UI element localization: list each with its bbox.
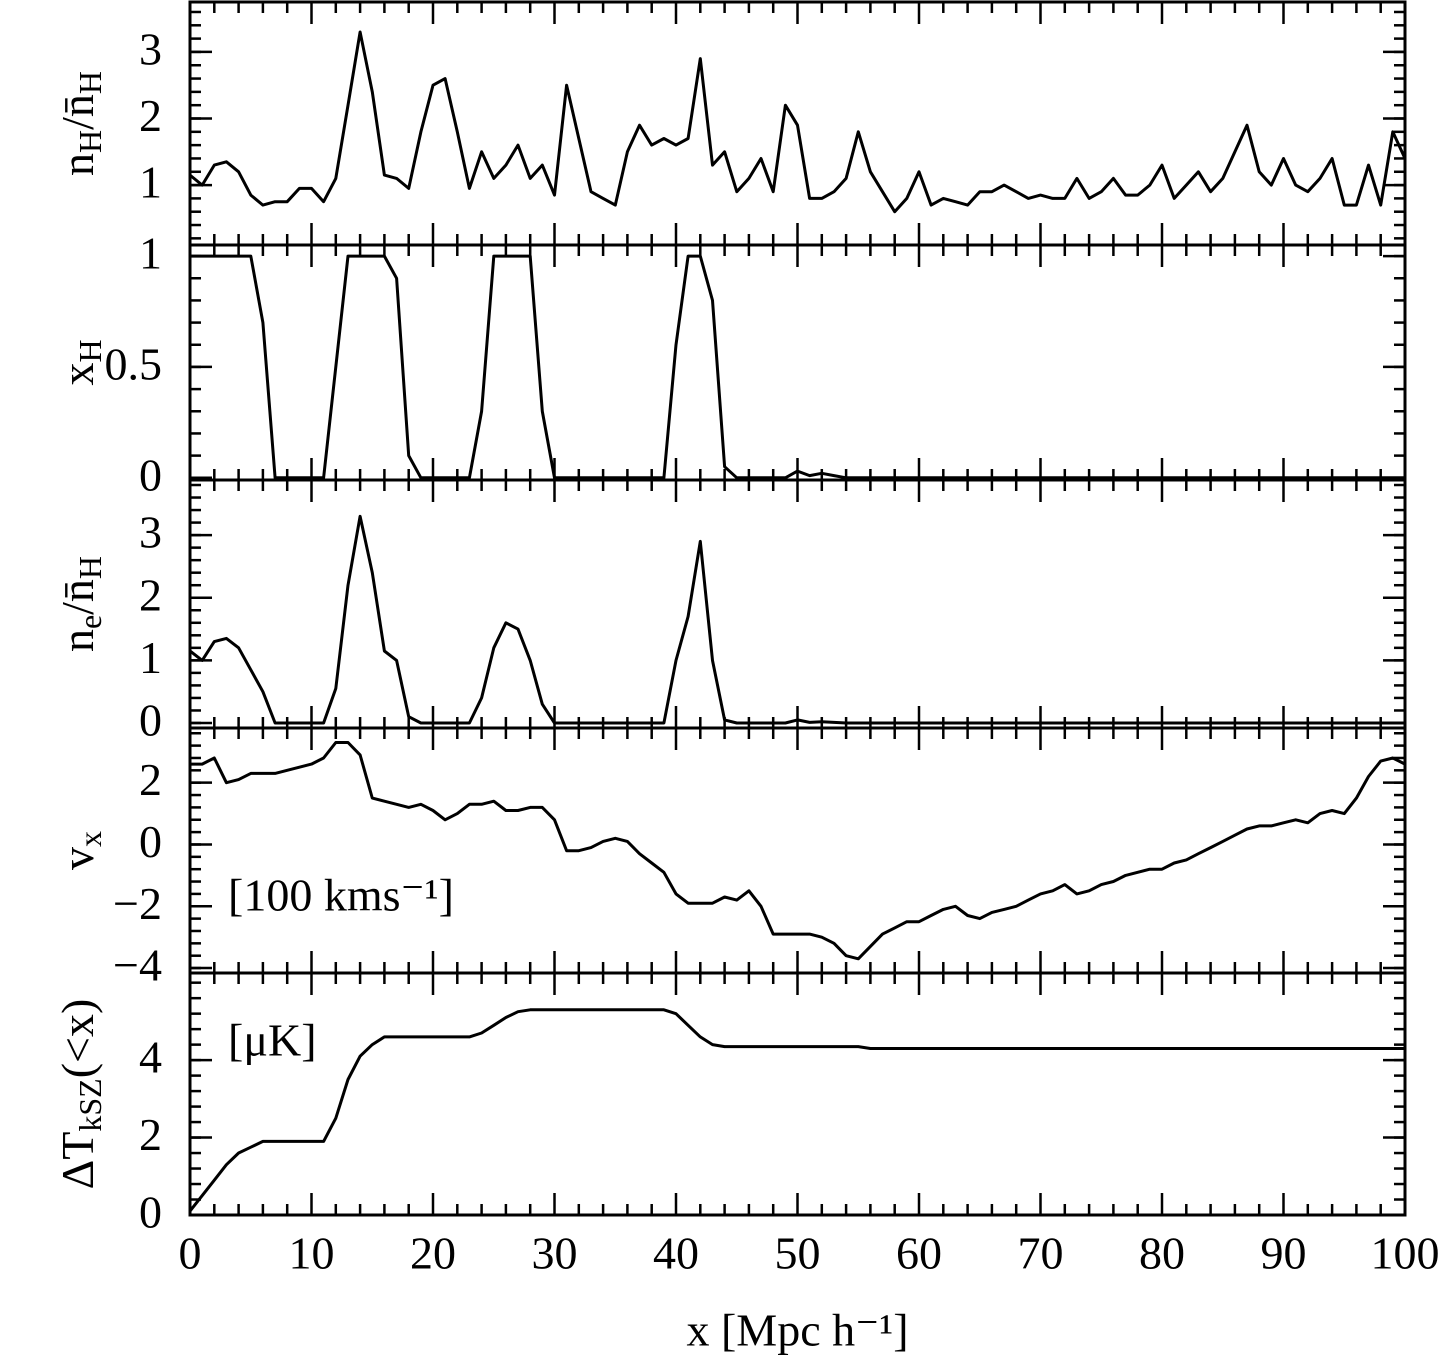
y-tick-label: 4 bbox=[139, 1032, 162, 1083]
x-tick-label: 0 bbox=[179, 1228, 202, 1279]
y-axis-label-part: x bbox=[72, 831, 108, 847]
y-axis-label-part: ΔT bbox=[52, 1132, 103, 1190]
y-axis-label-part: H bbox=[72, 71, 108, 94]
data-line bbox=[190, 254, 1405, 480]
x-tick-label: 80 bbox=[1139, 1228, 1185, 1279]
y-tick-label: 1 bbox=[139, 228, 162, 279]
x-tick-label: 10 bbox=[289, 1228, 335, 1279]
y-axis-label-part: (<x) bbox=[52, 999, 103, 1079]
data-line bbox=[190, 741, 1405, 961]
y-tick-label: 1 bbox=[139, 157, 162, 208]
plot bbox=[190, 741, 1405, 961]
x-tick-label: 90 bbox=[1261, 1228, 1307, 1279]
y-tick-label: 2 bbox=[139, 754, 162, 805]
plot bbox=[190, 1008, 1405, 1213]
x-tick-label: 50 bbox=[775, 1228, 821, 1279]
y-axis-label: ΔTkSZ(<x) bbox=[52, 999, 109, 1190]
y-tick-label: 1 bbox=[139, 632, 162, 683]
plot bbox=[190, 254, 1405, 480]
y-tick-label: 0 bbox=[139, 695, 162, 746]
y-axis-label-part: kSZ bbox=[72, 1078, 108, 1131]
y-tick-label: 0 bbox=[139, 1187, 162, 1238]
annotation: [100 kms⁻¹] bbox=[228, 870, 454, 921]
y-tick-label: 0 bbox=[139, 816, 162, 867]
data-line bbox=[190, 1008, 1405, 1213]
y-tick-label: −4 bbox=[113, 940, 162, 991]
y-axis-label-part: H bbox=[72, 130, 108, 153]
plot bbox=[190, 514, 1405, 725]
panel-frame bbox=[188, 726, 1407, 975]
y-tick-label: 0.5 bbox=[105, 338, 163, 389]
x-tick-label: 40 bbox=[653, 1228, 699, 1279]
x-tick-label: 20 bbox=[410, 1228, 456, 1279]
plot bbox=[190, 30, 1405, 214]
y-axis-label: nH/n̄H bbox=[52, 71, 109, 176]
y-axis-label-part: /n̄ bbox=[52, 579, 103, 615]
y-axis-label: ne/n̄H bbox=[52, 556, 109, 652]
y-axis-label-part: v bbox=[52, 847, 103, 870]
x-tick-label: 30 bbox=[532, 1228, 578, 1279]
annotation: [μK] bbox=[228, 1015, 317, 1066]
y-axis-label-part: /n̄ bbox=[52, 94, 103, 130]
x-axis-label: x [Mpc h⁻¹] bbox=[686, 1305, 908, 1356]
y-axis-label-part: H bbox=[72, 556, 108, 579]
y-tick-label: 3 bbox=[139, 23, 162, 74]
y-tick-label: 2 bbox=[139, 90, 162, 141]
x-tick-label: 70 bbox=[1018, 1228, 1064, 1279]
y-tick-label: 0 bbox=[139, 449, 162, 500]
y-axis-label-part: H bbox=[72, 339, 108, 362]
y-axis-label: xH bbox=[52, 339, 109, 385]
panel-frame bbox=[188, 971, 1407, 1217]
y-tick-label: 3 bbox=[139, 507, 162, 558]
y-tick-label: 2 bbox=[139, 569, 162, 620]
data-line bbox=[190, 30, 1405, 214]
y-axis-label-part: n bbox=[52, 153, 103, 176]
panel-frame bbox=[188, 243, 1407, 482]
x-tick-label: 60 bbox=[896, 1228, 942, 1279]
y-axis-label-part: e bbox=[72, 615, 108, 629]
y-axis-label-part: x bbox=[52, 363, 103, 386]
y-tick-label: −2 bbox=[113, 878, 162, 929]
data-line bbox=[190, 514, 1405, 725]
y-axis-label: vx bbox=[52, 831, 109, 870]
panel-frame bbox=[188, 478, 1407, 730]
x-tick-label: 100 bbox=[1371, 1228, 1440, 1279]
y-tick-label: 2 bbox=[139, 1109, 162, 1160]
y-axis-label-part: n bbox=[52, 629, 103, 652]
